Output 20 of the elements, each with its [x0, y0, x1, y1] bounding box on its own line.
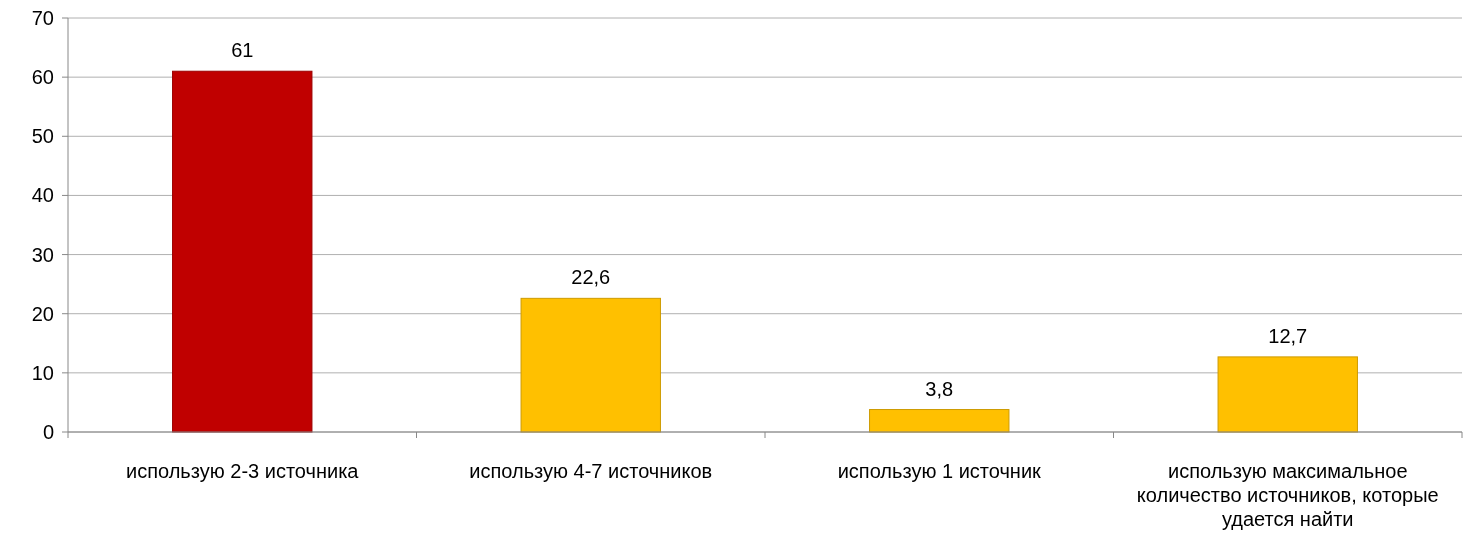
y-tick-label: 20	[31, 302, 54, 325]
data-label: 22,6	[571, 266, 611, 289]
y-tick-label: 0	[42, 421, 54, 443]
x-tick-label: использую 1 источник	[837, 460, 1042, 482]
bar	[172, 70, 313, 433]
x-tick-label: использую 2-3 источника	[126, 460, 360, 482]
bar	[1217, 356, 1358, 433]
y-tick-label: 50	[31, 125, 54, 148]
bar	[520, 297, 661, 433]
y-tick-label: 70	[31, 7, 54, 29]
y-tick-label: 60	[31, 66, 54, 89]
data-label: 3,8	[925, 377, 954, 400]
data-label: 12,7	[1268, 324, 1308, 347]
x-tick-label: использую максимальное количество источников, которые удается найти	[1136, 460, 1439, 530]
bar	[869, 409, 1010, 433]
y-tick-label: 10	[31, 361, 54, 384]
y-tick-label: 40	[31, 184, 54, 207]
data-label: 61	[231, 39, 254, 62]
y-tick-label: 30	[31, 243, 54, 266]
x-tick-label: использую 4-7 источников	[469, 460, 713, 482]
